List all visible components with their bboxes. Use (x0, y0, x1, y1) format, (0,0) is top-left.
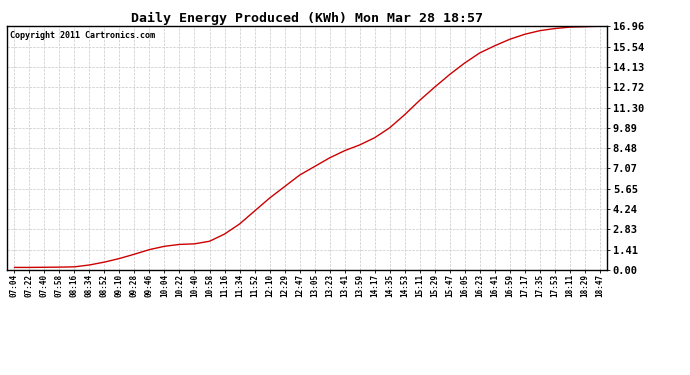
Text: Copyright 2011 Cartronics.com: Copyright 2011 Cartronics.com (10, 31, 155, 40)
Title: Daily Energy Produced (KWh) Mon Mar 28 18:57: Daily Energy Produced (KWh) Mon Mar 28 1… (131, 12, 483, 25)
